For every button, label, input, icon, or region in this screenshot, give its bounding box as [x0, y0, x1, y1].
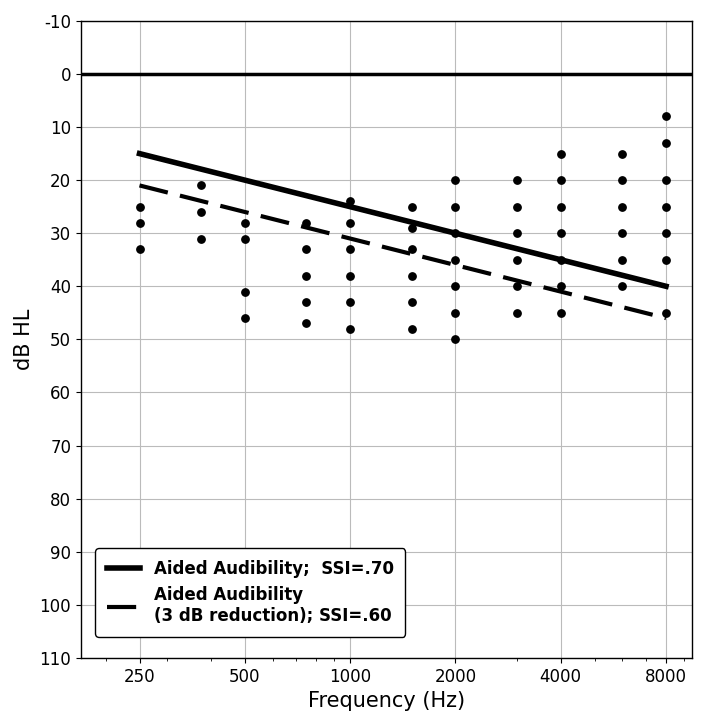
Point — [196, 206, 207, 218]
Point — [196, 180, 207, 191]
Point — [450, 201, 461, 212]
Point — [660, 228, 671, 239]
Point — [660, 111, 671, 123]
Point — [196, 233, 207, 244]
Point — [345, 270, 356, 281]
Point — [345, 217, 356, 228]
Point — [345, 297, 356, 308]
Point — [555, 254, 566, 265]
Point — [555, 228, 566, 239]
X-axis label: Frequency (Hz): Frequency (Hz) — [308, 691, 465, 711]
Point — [134, 244, 145, 255]
Point — [134, 217, 145, 228]
Point — [511, 281, 522, 292]
Y-axis label: dB HL: dB HL — [14, 309, 34, 370]
Legend: Aided Audibility;  SSI=.70, Aided Audibility
(3 dB reduction); SSI=.60: Aided Audibility; SSI=.70, Aided Audibil… — [95, 548, 405, 637]
Point — [450, 334, 461, 345]
Point — [660, 201, 671, 212]
Point — [555, 281, 566, 292]
Point — [616, 174, 628, 186]
Point — [406, 244, 417, 255]
Point — [450, 174, 461, 186]
Point — [239, 312, 251, 324]
Point — [301, 217, 312, 228]
Point — [406, 201, 417, 212]
Point — [345, 244, 356, 255]
Point — [616, 228, 628, 239]
Point — [555, 307, 566, 318]
Point — [406, 323, 417, 334]
Point — [301, 244, 312, 255]
Point — [450, 254, 461, 265]
Point — [301, 270, 312, 281]
Point — [239, 217, 251, 228]
Point — [301, 297, 312, 308]
Point — [660, 137, 671, 149]
Point — [450, 281, 461, 292]
Point — [511, 228, 522, 239]
Point — [555, 148, 566, 160]
Point — [345, 196, 356, 207]
Point — [134, 201, 145, 212]
Point — [616, 254, 628, 265]
Point — [511, 174, 522, 186]
Point — [450, 228, 461, 239]
Point — [511, 307, 522, 318]
Point — [406, 297, 417, 308]
Point — [660, 174, 671, 186]
Point — [511, 201, 522, 212]
Point — [345, 323, 356, 334]
Point — [239, 286, 251, 297]
Point — [660, 307, 671, 318]
Point — [616, 281, 628, 292]
Point — [239, 233, 251, 244]
Point — [555, 201, 566, 212]
Point — [301, 318, 312, 329]
Point — [555, 174, 566, 186]
Point — [511, 254, 522, 265]
Point — [616, 148, 628, 160]
Point — [660, 254, 671, 265]
Point — [406, 270, 417, 281]
Point — [616, 201, 628, 212]
Point — [406, 222, 417, 233]
Point — [450, 307, 461, 318]
